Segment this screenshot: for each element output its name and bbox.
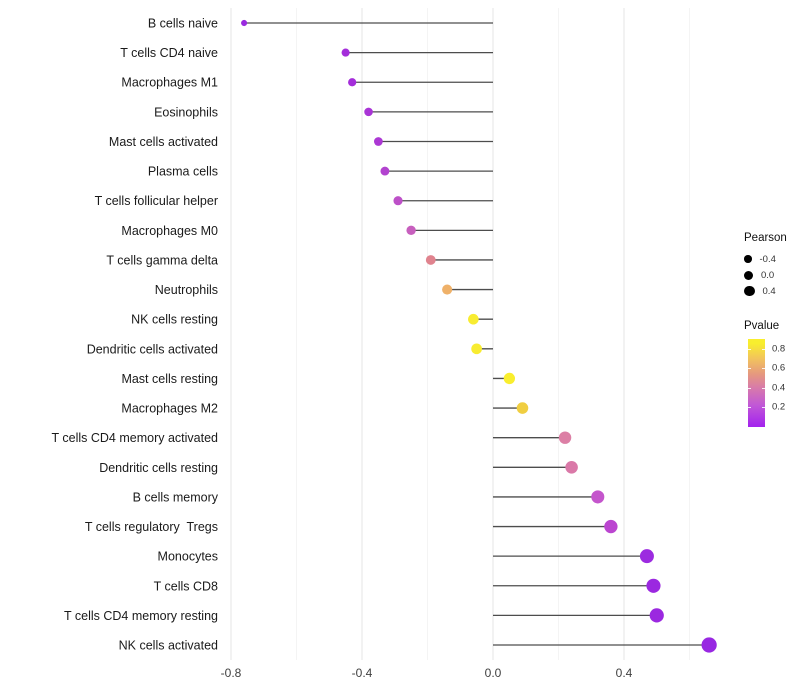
pvalue-tick-mark: [748, 407, 751, 409]
legend-pearson-title: Pearson: [744, 232, 787, 244]
y-axis-label: NK cells resting: [131, 313, 218, 327]
lollipop-dot[interactable]: [565, 461, 578, 474]
legend-pearson-item-label: -0.4: [759, 253, 776, 265]
y-axis-label: Monocytes: [158, 550, 218, 564]
x-axis-tick-label: -0.8: [221, 666, 242, 680]
legend-pearson-item-label: 0.4: [762, 285, 776, 297]
lollipop-dot[interactable]: [471, 343, 482, 355]
legend-pearson-item: 0.4: [744, 283, 800, 299]
pvalue-tick-label: 0.6: [772, 362, 786, 374]
y-axis-label: Macrophages M2: [121, 402, 218, 416]
x-axis-tick-label: 0.0: [485, 666, 502, 680]
y-axis-label: Mast cells activated: [109, 135, 218, 149]
pvalue-tick-label: 0.2: [772, 401, 786, 413]
legend-pvalue-title: Pvalue: [744, 320, 780, 332]
lollipop-dot[interactable]: [604, 519, 618, 534]
y-axis-label: T cells regulatory Tregs: [85, 520, 218, 534]
lollipop-dot[interactable]: [393, 196, 403, 206]
y-axis-label: T cells gamma delta: [106, 253, 218, 267]
pvalue-tick-label: 0.4: [772, 382, 786, 394]
x-axis-tick-label: 0.4: [616, 666, 633, 680]
x-axis-tick-label: -0.4: [352, 666, 373, 680]
lollipop-dot[interactable]: [701, 637, 717, 653]
lollipop-dot[interactable]: [406, 225, 416, 236]
pvalue-tick-mark: [762, 407, 765, 409]
lollipop-dot[interactable]: [649, 608, 664, 623]
pvalue-tick-mark: [762, 387, 765, 389]
lollipop-dot[interactable]: [503, 372, 516, 385]
legend-size-dot-icon: [744, 270, 753, 280]
y-axis-label: Macrophages M1: [121, 76, 218, 90]
lollipop-dot[interactable]: [646, 578, 661, 593]
y-axis-label: Eosinophils: [154, 105, 218, 119]
pvalue-tick-mark: [748, 348, 751, 350]
pvalue-tick-label: 0.8: [772, 343, 786, 355]
lollipop-dot[interactable]: [591, 490, 605, 504]
y-axis-label: Dendritic cells resting: [99, 461, 218, 475]
y-axis-label: T cells CD4 naive: [120, 46, 218, 60]
pvalue-colorbar: [748, 339, 765, 427]
y-axis-label: T cells follicular helper: [95, 194, 218, 208]
legend-size-dot-icon: [744, 285, 755, 297]
lollipop-dot[interactable]: [639, 549, 654, 564]
y-axis-label: B cells memory: [133, 490, 219, 504]
y-axis-label: Macrophages M0: [121, 224, 218, 238]
lollipop-dot[interactable]: [380, 166, 390, 176]
legend-pearson-item: -0.4: [744, 251, 800, 267]
pvalue-colorbar-wrap: 0.8 0.6 0.4 0.2: [744, 339, 800, 429]
y-axis-label: T cells CD4 memory resting: [64, 609, 218, 623]
y-axis-label: T cells CD8: [154, 579, 218, 593]
legend-pvalue: Pvalue 0.8 0.6 0.4 0.2: [744, 320, 800, 429]
y-axis-label: B cells naive: [148, 17, 218, 31]
lollipop-dot[interactable]: [442, 284, 453, 295]
y-axis-label: NK cells activated: [119, 639, 218, 653]
pvalue-tick-mark: [748, 368, 751, 370]
lollipop-dot[interactable]: [516, 402, 529, 414]
lollipop-dot[interactable]: [348, 78, 357, 87]
legend-pearson-items: -0.4 0.0 0.4: [744, 251, 800, 299]
legend-pearson-item-label: 0.0: [761, 269, 775, 281]
pvalue-tick-mark: [762, 368, 765, 370]
lollipop-dot[interactable]: [364, 107, 373, 117]
y-axis-label: Neutrophils: [155, 283, 218, 297]
legend-pearson: Pearson -0.4 0.0 0.4: [744, 232, 800, 299]
lollipop-dot[interactable]: [558, 431, 572, 444]
legend-size-dot-icon: [744, 255, 752, 263]
lollipop-dot[interactable]: [373, 137, 383, 146]
legend-pearson-item: 0.0: [744, 267, 800, 283]
lollipop-dot[interactable]: [341, 48, 350, 57]
lollipop-dot[interactable]: [468, 313, 479, 325]
y-axis-label: Plasma cells: [148, 165, 218, 179]
y-axis-label: Mast cells resting: [121, 372, 218, 386]
y-axis-label: Dendritic cells activated: [87, 342, 218, 356]
y-axis-label: T cells CD4 memory activated: [52, 431, 219, 445]
lollipop-dot[interactable]: [241, 19, 248, 27]
pvalue-tick-mark: [748, 387, 751, 389]
pvalue-tick-mark: [762, 348, 765, 350]
lollipop-dot[interactable]: [425, 255, 436, 265]
